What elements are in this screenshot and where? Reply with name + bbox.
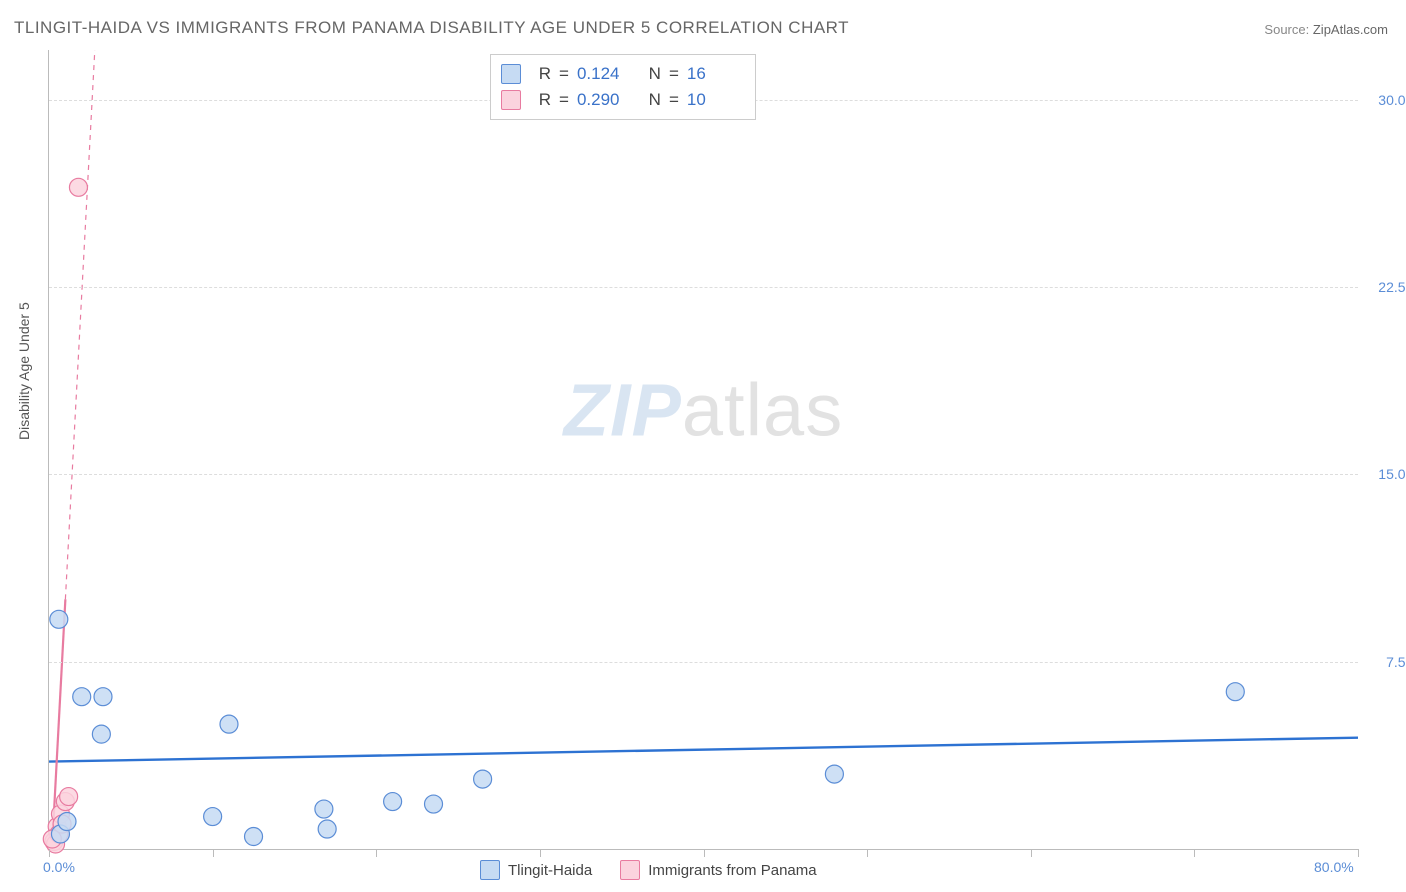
stats-N-value-0: 16	[687, 61, 741, 87]
stats-R-value-1: 0.290	[577, 87, 631, 113]
x-tick-label: 80.0%	[1314, 859, 1354, 875]
stats-legend-row-1: R = 0.290 N = 10	[501, 87, 741, 113]
y-tick-label: 15.0%	[1378, 466, 1406, 482]
stats-eq: =	[559, 87, 569, 113]
correlation-chart: TLINGIT-HAIDA VS IMMIGRANTS FROM PANAMA …	[0, 0, 1406, 892]
stats-eq: =	[669, 87, 679, 113]
swatch-series-1	[501, 90, 521, 110]
stats-N-value-1: 10	[687, 87, 741, 113]
series-legend: Tlingit-Haida Immigrants from Panama	[480, 860, 817, 880]
legend-label-1: Immigrants from Panama	[648, 862, 816, 879]
source-value: ZipAtlas.com	[1313, 22, 1388, 37]
swatch-legend-1	[620, 860, 640, 880]
stats-R-label: R	[529, 61, 551, 87]
legend-item-0: Tlingit-Haida	[480, 860, 592, 880]
plot-svg	[49, 50, 1358, 849]
stats-R-label: R	[529, 87, 551, 113]
stats-N-label: N	[639, 61, 661, 87]
stats-eq: =	[559, 61, 569, 87]
swatch-legend-0	[480, 860, 500, 880]
stats-N-label: N	[639, 87, 661, 113]
swatch-series-0	[501, 64, 521, 84]
source-label: Source:	[1264, 22, 1309, 37]
y-axis-title: Disability Age Under 5	[16, 302, 32, 440]
source-attribution: Source: ZipAtlas.com	[1264, 22, 1388, 37]
stats-legend-row-0: R = 0.124 N = 16	[501, 61, 741, 87]
legend-label-0: Tlingit-Haida	[508, 862, 592, 879]
y-tick-label: 7.5%	[1386, 654, 1406, 670]
y-tick-label: 22.5%	[1378, 279, 1406, 295]
stats-eq: =	[669, 61, 679, 87]
stats-legend: R = 0.124 N = 16 R = 0.290 N = 10	[490, 54, 756, 120]
y-tick-label: 30.0%	[1378, 92, 1406, 108]
plot-area: ZIPatlas 7.5%15.0%22.5%30.0%0.0%80.0%	[48, 50, 1358, 850]
x-tick-label: 0.0%	[43, 859, 75, 875]
legend-item-1: Immigrants from Panama	[620, 860, 816, 880]
chart-title: TLINGIT-HAIDA VS IMMIGRANTS FROM PANAMA …	[14, 18, 849, 38]
stats-R-value-0: 0.124	[577, 61, 631, 87]
